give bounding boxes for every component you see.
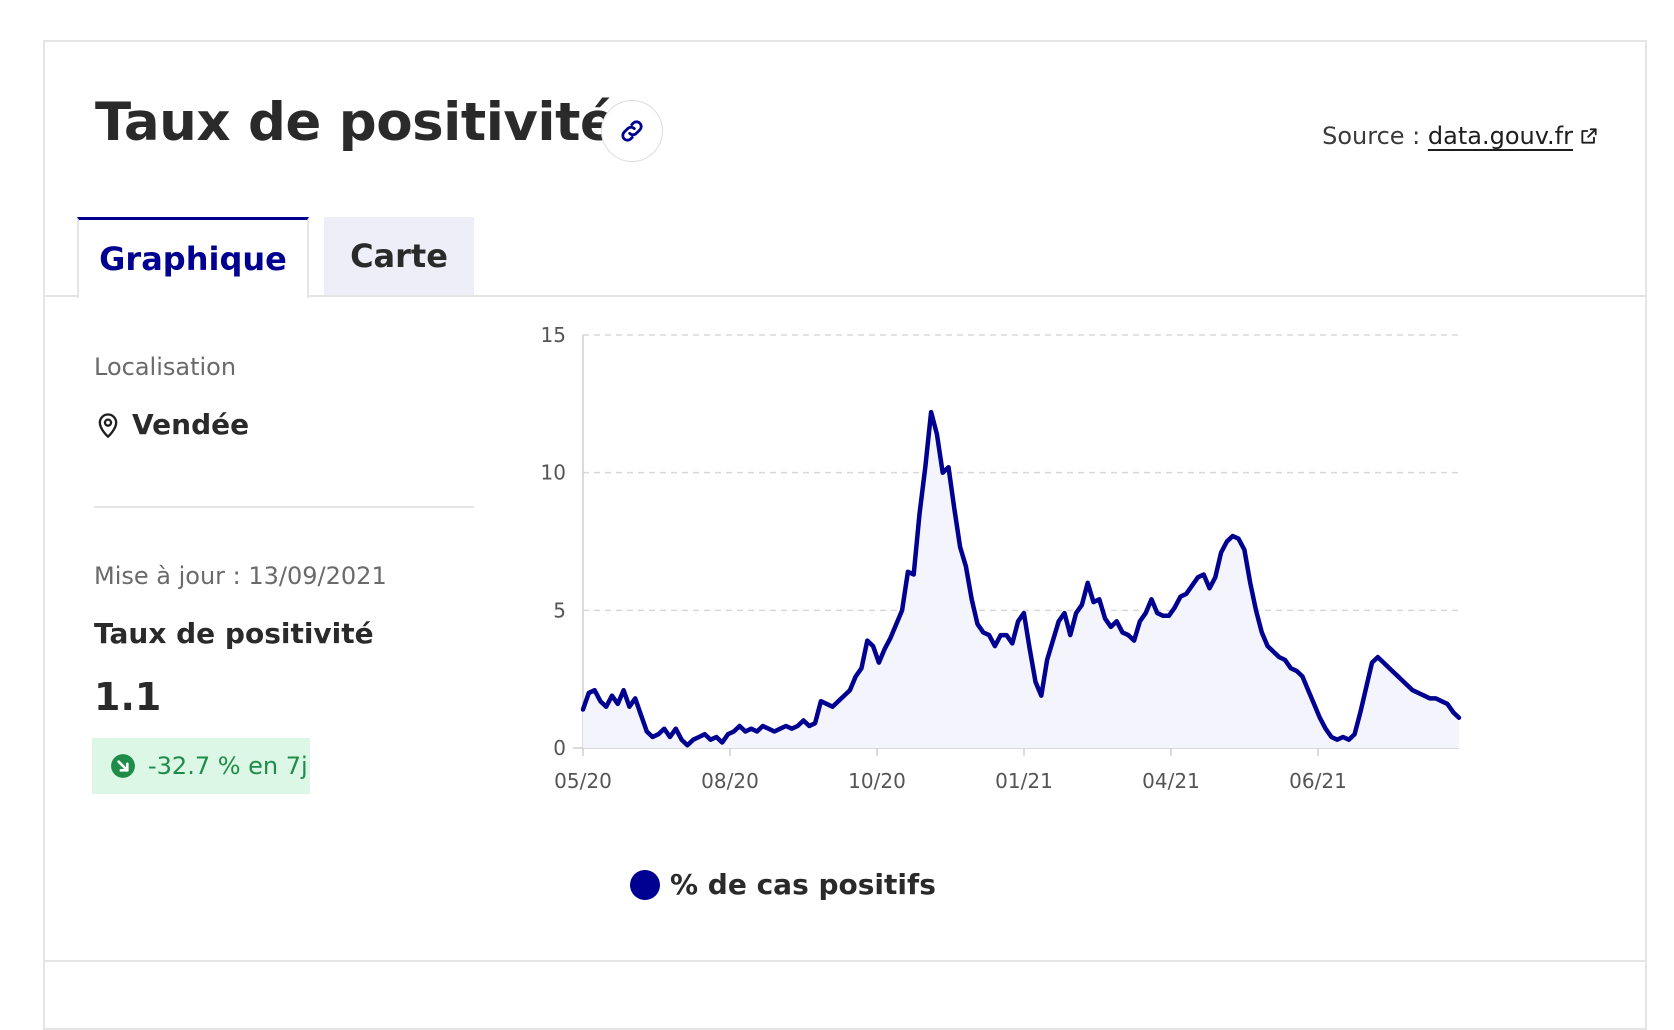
arrow-down-right-icon xyxy=(111,754,135,778)
update-date: Mise à jour : 13/09/2021 xyxy=(94,562,387,590)
location-value[interactable]: Vendée xyxy=(94,408,249,441)
location-name: Vendée xyxy=(132,408,250,441)
y-tick-label: 10 xyxy=(541,461,566,485)
sidebar-divider xyxy=(94,506,474,508)
page-title: Taux de positivité xyxy=(95,92,616,153)
card-bottom-divider xyxy=(45,960,1645,962)
y-tick-label: 5 xyxy=(553,598,566,622)
map-pin-icon xyxy=(98,412,118,438)
tab-graphique[interactable]: Graphique xyxy=(77,217,309,298)
tab-carte[interactable]: Carte xyxy=(324,217,474,295)
positivity-chart: 0 5 10 15 05/20 08/20 10/20 01/21 04/21 06/21 xyxy=(541,323,1462,793)
x-tick-label: 10/20 xyxy=(848,769,906,793)
x-tick-label: 01/21 xyxy=(995,769,1053,793)
positivity-card: Taux de positivité Source : data.gouv.fr… xyxy=(43,40,1647,1030)
source-info: Source : data.gouv.fr xyxy=(1322,122,1599,150)
link-icon xyxy=(621,120,643,142)
x-tick-label: 08/20 xyxy=(701,769,759,793)
x-tick-label: 06/21 xyxy=(1289,769,1347,793)
y-tick-label: 15 xyxy=(541,323,566,347)
source-prefix: Source : xyxy=(1322,122,1428,150)
source-link[interactable]: data.gouv.fr xyxy=(1428,122,1599,150)
location-label: Localisation xyxy=(94,353,237,381)
series-area xyxy=(583,412,1459,748)
y-tick-label: 0 xyxy=(553,736,566,760)
x-tick-label: 04/21 xyxy=(1142,769,1200,793)
trend-badge: -32.7 % en 7j xyxy=(92,738,310,794)
metric-label: Taux de positivité xyxy=(94,617,374,650)
trend-text: -32.7 % en 7j xyxy=(148,752,308,780)
external-link-icon xyxy=(1581,128,1597,144)
chart-legend[interactable]: % de cas positifs xyxy=(630,868,936,901)
metric-value: 1.1 xyxy=(94,675,162,719)
legend-dot xyxy=(630,869,660,900)
legend-label: % de cas positifs xyxy=(670,868,936,901)
series-line xyxy=(580,409,1462,748)
x-tick-label: 05/20 xyxy=(554,769,612,793)
copy-link-button[interactable] xyxy=(601,100,663,162)
tabs-divider xyxy=(45,295,1645,297)
